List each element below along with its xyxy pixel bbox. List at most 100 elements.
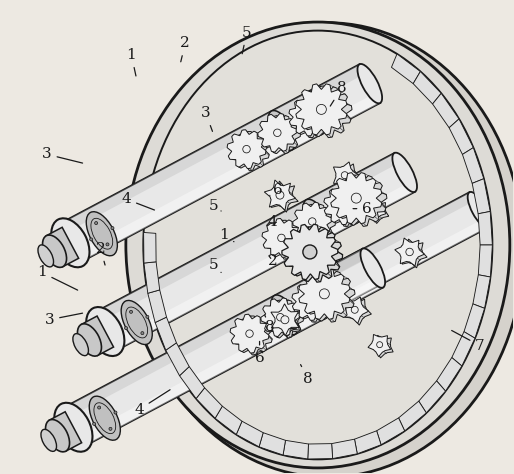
Ellipse shape xyxy=(276,302,293,328)
Text: 3: 3 xyxy=(42,147,83,163)
Polygon shape xyxy=(215,406,242,435)
Polygon shape xyxy=(300,86,352,137)
Ellipse shape xyxy=(277,313,284,321)
Polygon shape xyxy=(436,357,462,391)
Polygon shape xyxy=(331,173,382,224)
Polygon shape xyxy=(345,299,372,325)
Ellipse shape xyxy=(375,209,381,215)
Ellipse shape xyxy=(468,192,490,228)
Ellipse shape xyxy=(249,332,257,339)
Polygon shape xyxy=(282,224,338,280)
Ellipse shape xyxy=(43,235,66,267)
Polygon shape xyxy=(63,249,368,418)
Ellipse shape xyxy=(89,396,120,440)
Text: 2: 2 xyxy=(180,36,190,62)
Text: 3: 3 xyxy=(201,106,212,131)
Ellipse shape xyxy=(54,403,93,452)
Ellipse shape xyxy=(304,113,312,120)
Ellipse shape xyxy=(307,297,315,305)
Text: 8: 8 xyxy=(331,81,346,106)
Polygon shape xyxy=(398,239,427,268)
Polygon shape xyxy=(464,304,485,338)
Polygon shape xyxy=(311,192,474,285)
Polygon shape xyxy=(265,300,303,338)
Text: 3: 3 xyxy=(45,313,83,327)
Text: 8: 8 xyxy=(301,365,313,386)
Polygon shape xyxy=(343,297,369,323)
Ellipse shape xyxy=(280,315,288,323)
Text: 6: 6 xyxy=(255,341,264,365)
Polygon shape xyxy=(398,401,426,431)
Polygon shape xyxy=(419,381,446,413)
Polygon shape xyxy=(377,418,405,445)
Polygon shape xyxy=(262,219,301,257)
Polygon shape xyxy=(234,316,272,355)
Ellipse shape xyxy=(409,250,416,257)
Polygon shape xyxy=(271,304,299,336)
Ellipse shape xyxy=(351,306,358,313)
Polygon shape xyxy=(148,290,167,322)
Polygon shape xyxy=(166,343,189,376)
Ellipse shape xyxy=(271,295,298,335)
Ellipse shape xyxy=(354,308,361,315)
Polygon shape xyxy=(231,132,269,170)
Polygon shape xyxy=(292,282,331,320)
Text: 5: 5 xyxy=(209,258,221,273)
Text: 8: 8 xyxy=(265,315,274,334)
Ellipse shape xyxy=(357,64,382,103)
Ellipse shape xyxy=(126,22,510,468)
Ellipse shape xyxy=(279,192,287,201)
Polygon shape xyxy=(261,298,300,337)
Ellipse shape xyxy=(132,23,514,474)
Polygon shape xyxy=(472,179,490,214)
Ellipse shape xyxy=(339,201,347,209)
Ellipse shape xyxy=(372,207,378,213)
Polygon shape xyxy=(366,201,389,224)
Ellipse shape xyxy=(406,248,413,255)
Polygon shape xyxy=(335,175,387,227)
Text: 1: 1 xyxy=(126,48,136,76)
Text: 4: 4 xyxy=(134,390,170,417)
Polygon shape xyxy=(327,188,366,227)
Ellipse shape xyxy=(284,317,292,325)
Ellipse shape xyxy=(58,223,83,263)
Ellipse shape xyxy=(41,429,57,451)
Polygon shape xyxy=(371,336,393,358)
Polygon shape xyxy=(60,64,364,233)
Polygon shape xyxy=(473,275,490,308)
Polygon shape xyxy=(283,440,308,459)
Ellipse shape xyxy=(141,332,144,335)
Text: 5: 5 xyxy=(209,199,221,213)
Polygon shape xyxy=(296,84,347,135)
Ellipse shape xyxy=(130,310,133,313)
Polygon shape xyxy=(76,93,380,262)
Ellipse shape xyxy=(308,114,316,122)
Polygon shape xyxy=(463,147,484,183)
Polygon shape xyxy=(227,130,266,169)
Text: 1: 1 xyxy=(219,228,234,242)
Ellipse shape xyxy=(321,107,331,117)
Polygon shape xyxy=(95,153,415,351)
Polygon shape xyxy=(296,283,334,322)
Ellipse shape xyxy=(121,301,152,345)
Polygon shape xyxy=(303,270,355,322)
Ellipse shape xyxy=(86,212,117,256)
Text: 2: 2 xyxy=(96,242,105,265)
Ellipse shape xyxy=(246,147,254,155)
Polygon shape xyxy=(293,202,332,241)
Ellipse shape xyxy=(273,129,281,137)
Ellipse shape xyxy=(380,343,386,349)
Ellipse shape xyxy=(281,316,289,324)
Polygon shape xyxy=(143,232,156,263)
Polygon shape xyxy=(325,219,488,312)
Ellipse shape xyxy=(281,236,289,244)
Ellipse shape xyxy=(392,153,417,192)
Polygon shape xyxy=(433,93,459,128)
Polygon shape xyxy=(297,204,335,242)
Polygon shape xyxy=(449,119,473,155)
Polygon shape xyxy=(308,444,333,459)
Polygon shape xyxy=(60,64,380,262)
Polygon shape xyxy=(264,180,296,210)
Ellipse shape xyxy=(309,276,332,312)
Ellipse shape xyxy=(111,227,114,229)
